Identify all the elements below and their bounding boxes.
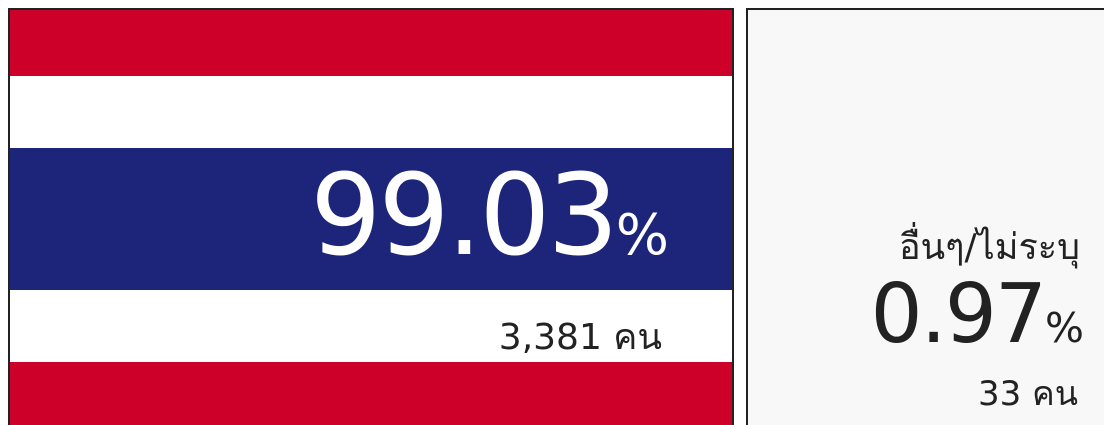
percent-value: 0.97 [870, 267, 1047, 362]
percent: 0.97% [870, 274, 1084, 356]
flag-stripe-red [10, 362, 732, 425]
thai-panel: 99.03% 3,381 คน [8, 8, 734, 425]
flag-stripe-white [10, 290, 732, 362]
count: 3,381 คน [498, 317, 662, 358]
percent-value: 99.03 [310, 151, 619, 281]
percent-sign: % [1045, 304, 1084, 352]
label: อื่นๆ/ไม่ระบุ [898, 227, 1080, 268]
flag-stripe-white [10, 76, 732, 148]
other-panel: อื่นๆ/ไม่ระบุ 0.97% 33 คน [746, 8, 1104, 425]
count: 33 คน [977, 374, 1078, 414]
percent: 99.03% [310, 160, 669, 272]
flag-stripe-red [10, 10, 732, 76]
flag-stripe-blue [10, 148, 732, 290]
percent-sign: % [615, 203, 669, 268]
